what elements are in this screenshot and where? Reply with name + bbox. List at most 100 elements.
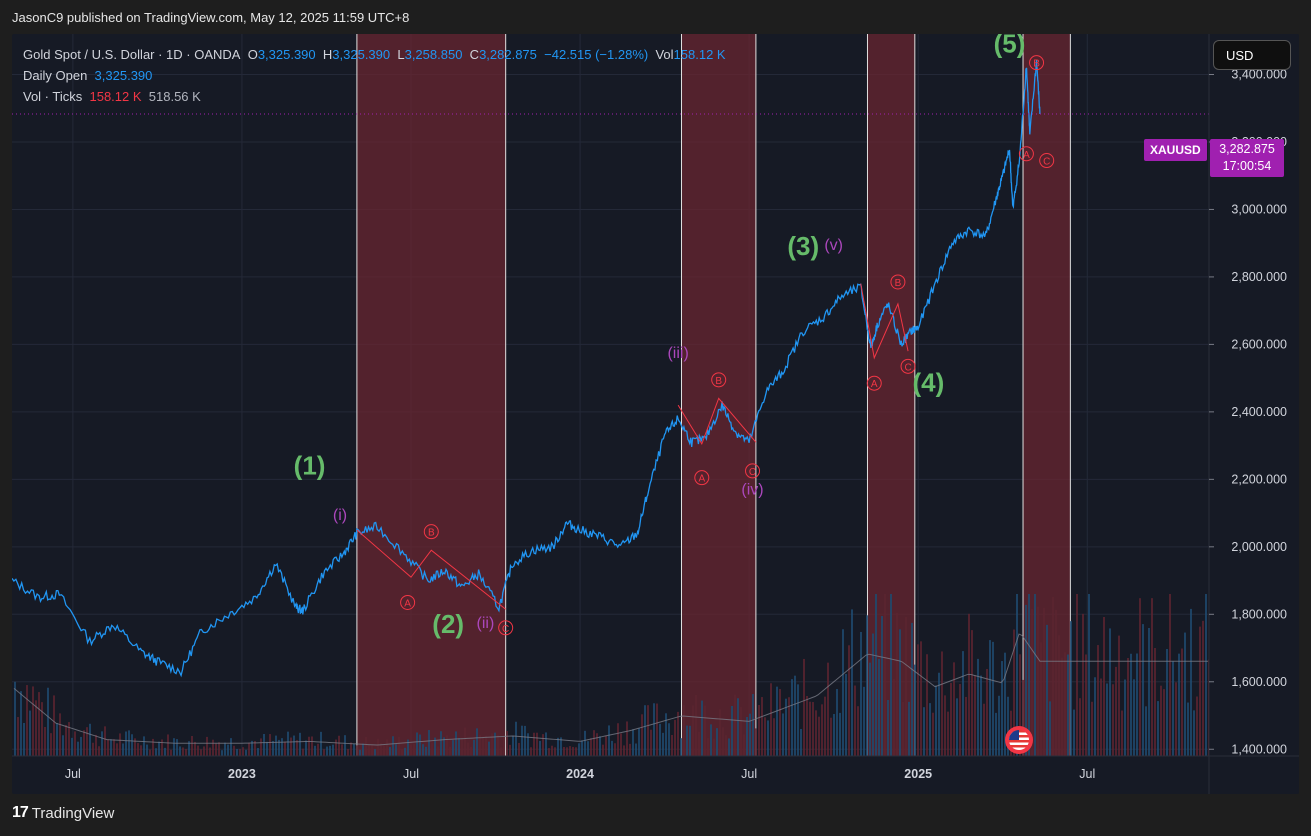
volume-bar [1115, 666, 1117, 756]
volume-bar [137, 743, 139, 756]
ticks-ma-value: 518.56 K [148, 89, 201, 104]
correction-line [356, 529, 506, 610]
volume-bar [746, 717, 748, 756]
volume-bar [944, 695, 946, 756]
footer-branding[interactable]: 17 TradingView [12, 804, 114, 822]
volume-bar [722, 727, 724, 756]
volume-bar [659, 723, 661, 756]
volume-bar [503, 735, 505, 756]
volume-bar [428, 730, 430, 756]
volume-bar [800, 728, 802, 756]
volume-bar [653, 703, 655, 756]
volume-bar [569, 746, 571, 756]
volume-bar [35, 700, 37, 756]
volume-bar [536, 732, 538, 756]
volume-bar [389, 747, 391, 756]
volume-bar [728, 738, 730, 756]
volume-bar [695, 694, 697, 756]
volume-bar [815, 710, 817, 756]
volume-bar [407, 739, 409, 756]
volume-bar [521, 725, 523, 756]
volume-bar [794, 675, 796, 756]
volume-bar [1082, 613, 1084, 756]
volume-bar [80, 736, 82, 756]
volume-bar [1196, 696, 1198, 756]
volume-bar [761, 697, 763, 756]
volume-bar [173, 738, 175, 756]
chart-panel[interactable]: (1) (i) (2) (ii) (iii) (iv) (3) (v) (4) (5) A B C A B C… [12, 34, 1299, 794]
volume-bar [1133, 679, 1135, 756]
volume-bar [818, 716, 820, 756]
volume-bar [758, 704, 760, 756]
volume-bar [164, 747, 166, 756]
last-price-label: 3,282.875 17:00:54 [1210, 139, 1284, 177]
volume-bar [59, 713, 61, 756]
volume-bar [587, 741, 589, 756]
volume-bar [71, 737, 73, 756]
daily-open-label[interactable]: Daily Open [23, 68, 88, 83]
volume-bar [95, 734, 97, 756]
volume-bar [215, 743, 217, 756]
volume-bar [686, 725, 688, 756]
volume-bar [461, 738, 463, 756]
volume-bar [512, 735, 514, 756]
volume-bar [1016, 594, 1018, 756]
volume-bar [980, 675, 982, 756]
volume-bar [539, 740, 541, 756]
volume-bar [149, 749, 151, 756]
wave-abc-marker [1018, 146, 1034, 162]
volume-bar [1088, 594, 1090, 756]
price-axis-label: 2,400.000 [1231, 405, 1287, 419]
volume-bar [776, 686, 778, 756]
volume-bar [269, 734, 271, 756]
volume-bar [917, 644, 919, 756]
volume-bar [356, 745, 358, 756]
volume-bar [992, 641, 994, 756]
volume-bar [884, 594, 886, 756]
vol-label: Vol [655, 47, 674, 62]
volume-bar [1127, 658, 1129, 756]
low-value: 3,258.850 [404, 47, 463, 62]
volume-bar [680, 738, 682, 756]
wave-abc-marker [1039, 153, 1055, 169]
volume-bar [710, 724, 712, 756]
volume-bar [506, 730, 508, 756]
ticks-label[interactable]: Vol · Ticks [23, 89, 83, 104]
volume-bar [851, 609, 853, 756]
volume-bar [698, 731, 700, 756]
volume-bar [41, 702, 43, 756]
volume-bar [509, 744, 511, 756]
volume-bar [152, 738, 154, 756]
volume-bar [950, 682, 952, 756]
vol-value: 158.12 K [673, 47, 726, 62]
volume-bar [212, 739, 214, 756]
currency-button[interactable]: USD [1213, 40, 1291, 70]
volume-bar [962, 651, 964, 756]
volume-bar [935, 685, 937, 756]
volume-bar [275, 735, 277, 756]
volume-bar [1103, 616, 1105, 756]
volume-bar [1187, 702, 1189, 756]
volume-bar [161, 739, 163, 756]
wave-abc-marker [866, 375, 882, 391]
volume-bar [1169, 594, 1171, 756]
volume-bar [836, 688, 838, 756]
wave-abc-label: B [715, 376, 722, 387]
time-axis-label: Jul [741, 767, 757, 781]
volume-bar [341, 744, 343, 756]
volume-bar [797, 684, 799, 756]
symbol-title[interactable]: Gold Spot / U.S. Dollar · 1D · OANDA [23, 47, 241, 62]
volume-bar [290, 737, 292, 756]
price-chart[interactable]: (1) (i) (2) (ii) (iii) (iv) (3) (v) (4) (5) A B C A B C… [12, 34, 1299, 794]
price-axis-label: 1,400.000 [1231, 742, 1287, 756]
volume-bar [332, 744, 334, 756]
wave-abc-marker [694, 470, 710, 486]
volume-bar [326, 746, 328, 756]
time-axis-label: 2023 [228, 767, 256, 781]
us-flag-icon[interactable] [1005, 726, 1033, 754]
volume-bar [485, 735, 487, 756]
volume-bar [92, 742, 94, 756]
volume-bar [1007, 696, 1009, 756]
volume-bar [476, 728, 478, 756]
volume-bar [380, 743, 382, 756]
